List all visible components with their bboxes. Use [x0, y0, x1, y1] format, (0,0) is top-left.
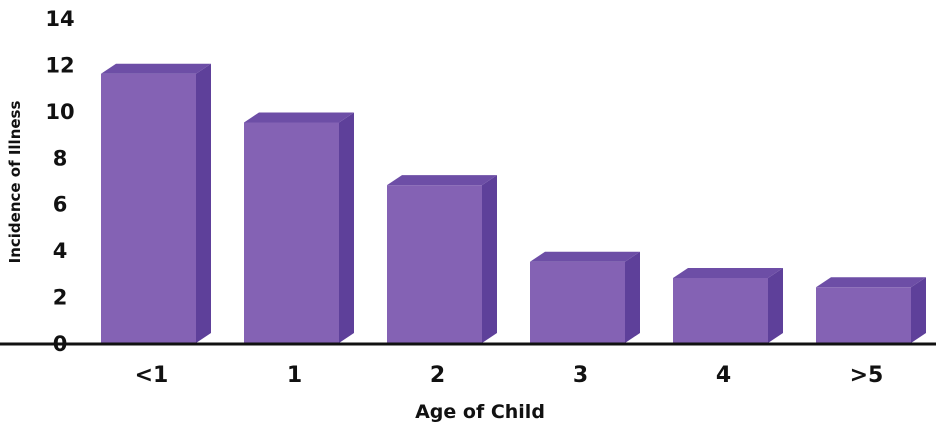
y-tick-label: 8: [53, 146, 68, 170]
bar-top: [244, 112, 354, 123]
bar-1: [244, 112, 354, 343]
bar-side: [911, 277, 926, 343]
y-tick-label: 0: [53, 332, 68, 356]
bar-side: [768, 268, 783, 343]
x-axis-title: Age of Child: [415, 401, 545, 423]
bar-front: [101, 73, 196, 343]
x-tick-label: <1: [135, 363, 169, 388]
bar-side: [339, 112, 354, 343]
bar-2: [387, 175, 497, 343]
y-tick-label: 2: [53, 286, 68, 310]
x-tick-labels: <1 1 2 3 4 >5: [135, 363, 884, 388]
y-tick-labels: 0 2 4 6 8 10 12 14: [45, 7, 74, 356]
bar-side: [482, 175, 497, 343]
y-axis-title: Incidence of Illness: [6, 101, 24, 264]
y-tick-label: 12: [45, 53, 74, 77]
bar-5: [816, 277, 926, 343]
bar-top: [673, 268, 783, 278]
x-tick-label: 3: [573, 363, 588, 388]
bar-front: [387, 185, 482, 343]
bar-front: [530, 261, 625, 343]
bar-top: [816, 277, 926, 288]
bar-0: [101, 63, 211, 343]
y-tick-label: 10: [45, 100, 74, 124]
x-tick-label: 1: [287, 363, 302, 388]
x-tick-label: 4: [716, 363, 731, 388]
bar-top: [101, 63, 211, 74]
y-tick-label: 14: [45, 7, 74, 31]
bar-top: [387, 175, 497, 186]
x-tick-label: >5: [850, 363, 884, 388]
bars-group: [101, 63, 926, 343]
y-tick-label: 6: [53, 193, 68, 217]
bar-3: [530, 251, 640, 343]
bar-side: [196, 63, 211, 343]
bar-4: [673, 268, 783, 343]
bar-front: [816, 287, 911, 343]
bar-front: [244, 122, 339, 343]
x-tick-label: 2: [430, 363, 445, 388]
bar-side: [625, 251, 640, 343]
bar-front: [673, 278, 768, 343]
y-tick-label: 4: [53, 239, 68, 263]
bar-top: [530, 251, 640, 262]
